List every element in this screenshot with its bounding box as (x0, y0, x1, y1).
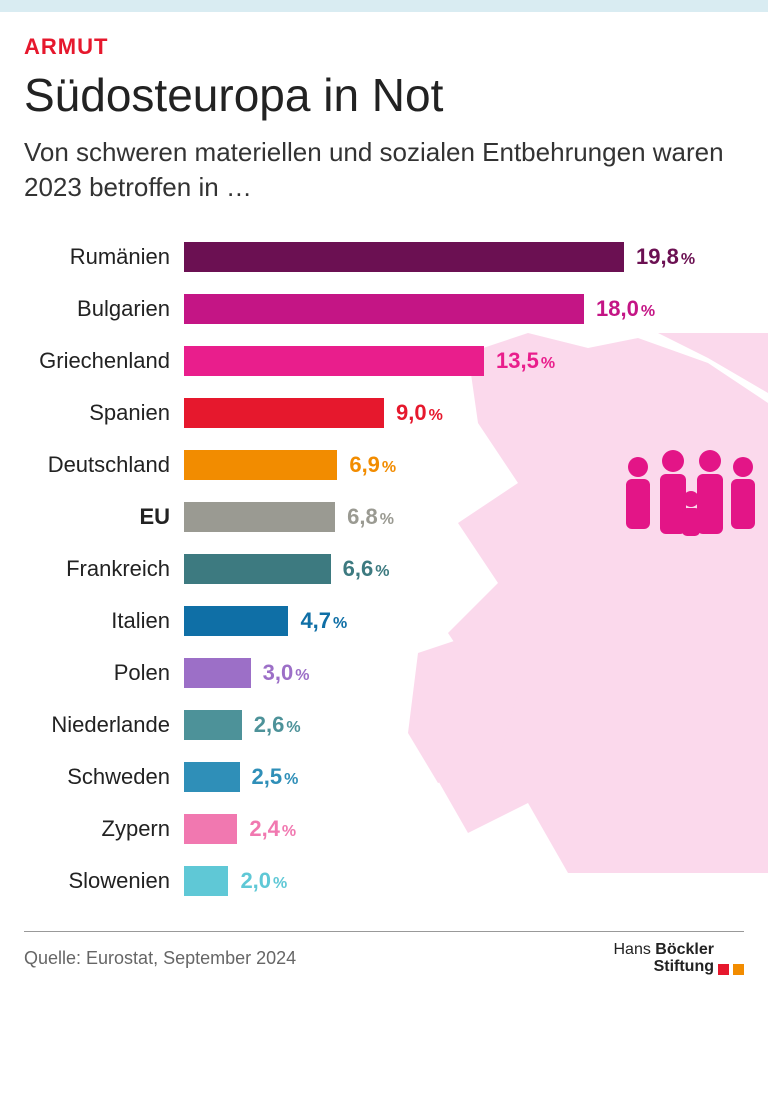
bar (184, 502, 335, 532)
bar-cell: 6,9% (184, 450, 744, 480)
bar-cell: 19,8% (184, 242, 744, 272)
bar-label: Schweden (24, 764, 184, 790)
bar-value: 6,9% (349, 452, 396, 478)
bar-row: Rumänien 19,8% (24, 233, 744, 281)
bar-label: Niederlande (24, 712, 184, 738)
brand-logo: Hans Böckler Stiftung (613, 942, 744, 976)
kicker: ARMUT (24, 34, 744, 60)
bar-cell: 18,0% (184, 294, 744, 324)
bar-cell: 6,8% (184, 502, 744, 532)
bar-cell: 2,0% (184, 866, 744, 896)
brand-text-1: Hans (613, 941, 650, 958)
bar-cell: 2,5% (184, 762, 744, 792)
bar (184, 346, 484, 376)
bar-value: 9,0% (396, 400, 443, 426)
bar-label: Bulgarien (24, 296, 184, 322)
bar-value: 6,8% (347, 504, 394, 530)
bar-label: Polen (24, 660, 184, 686)
source-text: Quelle: Eurostat, September 2024 (24, 948, 296, 969)
bar-cell: 3,0% (184, 658, 744, 688)
bar (184, 814, 237, 844)
bar-row: Frankreich 6,6% (24, 545, 744, 593)
bar-cell: 6,6% (184, 554, 744, 584)
bar-label: Spanien (24, 400, 184, 426)
bar-row: Italien 4,7% (24, 597, 744, 645)
bar (184, 294, 584, 324)
bar (184, 450, 337, 480)
bar-label: Deutschland (24, 452, 184, 478)
bar-row: Deutschland 6,9% (24, 441, 744, 489)
bar-cell: 4,7% (184, 606, 744, 636)
bar-value: 2,5% (252, 764, 299, 790)
bar-label: Rumänien (24, 244, 184, 270)
header-stripe (0, 0, 768, 12)
bar-value: 18,0% (596, 296, 655, 322)
bar-value: 2,0% (240, 868, 287, 894)
bar (184, 710, 242, 740)
bar (184, 762, 240, 792)
bar-cell: 13,5% (184, 346, 744, 376)
bar-row: Bulgarien 18,0% (24, 285, 744, 333)
bar-value: 2,4% (249, 816, 296, 842)
bar-row: EU 6,8% (24, 493, 744, 541)
bar-chart: Rumänien 19,8% Bulgarien 18,0% Griechenland 1… (24, 233, 744, 905)
bar (184, 242, 624, 272)
bar-row: Slowenien 2,0% (24, 857, 744, 905)
bar-value: 4,7% (300, 608, 347, 634)
bar-cell: 9,0% (184, 398, 744, 428)
headline: Südosteuropa in Not (24, 70, 744, 121)
infographic: ARMUT Südosteuropa in Not Von schweren m… (0, 12, 768, 923)
bar (184, 606, 288, 636)
brand-text-3: Stiftung (654, 958, 714, 975)
brand-square-icon (718, 964, 729, 975)
bar (184, 658, 251, 688)
bar-row: Griechenland 13,5% (24, 337, 744, 385)
bar-label: Slowenien (24, 868, 184, 894)
bar-row: Polen 3,0% (24, 649, 744, 697)
subheadline: Von schweren materiellen und sozialen En… (24, 135, 744, 205)
bar-cell: 2,4% (184, 814, 744, 844)
bar (184, 554, 331, 584)
bar-label: Griechenland (24, 348, 184, 374)
bar (184, 398, 384, 428)
bar-value: 13,5% (496, 348, 555, 374)
bar-value: 19,8% (636, 244, 695, 270)
bar-label: Italien (24, 608, 184, 634)
bar-label: EU (24, 504, 184, 530)
bar-label: Frankreich (24, 556, 184, 582)
bar-row: Spanien 9,0% (24, 389, 744, 437)
bar (184, 866, 228, 896)
bar-row: Schweden 2,5% (24, 753, 744, 801)
bar-label: Zypern (24, 816, 184, 842)
bar-cell: 2,6% (184, 710, 744, 740)
chart-area: Rumänien 19,8% Bulgarien 18,0% Griechenland 1… (24, 233, 744, 923)
bar-value: 3,0% (263, 660, 310, 686)
bar-row: Niederlande 2,6% (24, 701, 744, 749)
footer: Quelle: Eurostat, September 2024 Hans Bö… (24, 931, 744, 990)
bar-value: 6,6% (343, 556, 390, 582)
brand-square-icon (733, 964, 744, 975)
bar-row: Zypern 2,4% (24, 805, 744, 853)
bar-value: 2,6% (254, 712, 301, 738)
brand-text-2: Böckler (655, 941, 714, 958)
